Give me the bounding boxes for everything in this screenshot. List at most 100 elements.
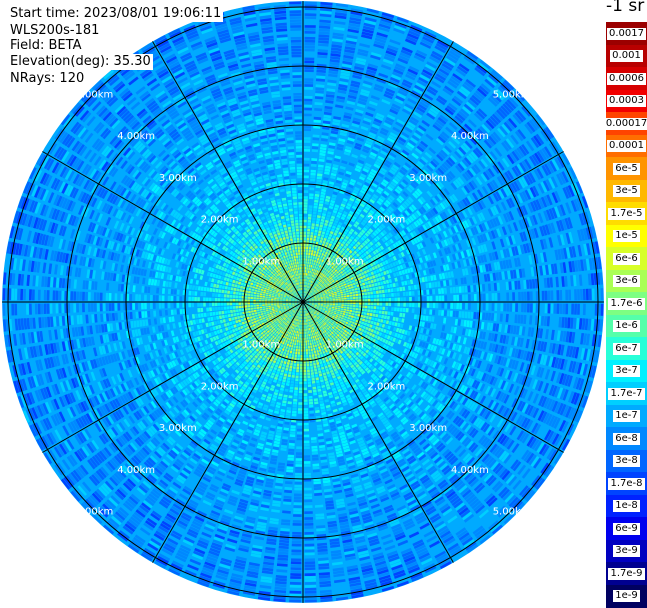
gate-cell <box>383 303 386 306</box>
gate-cell <box>447 310 450 316</box>
gate-cell <box>344 298 347 300</box>
gate-cell <box>583 304 586 315</box>
gate-cell <box>562 304 565 315</box>
gate-cell <box>551 290 554 300</box>
gate-cell <box>304 161 310 164</box>
gate-cell <box>459 311 462 318</box>
gate-cell <box>391 298 394 302</box>
gate-cell <box>397 292 400 296</box>
gate-cell <box>462 311 465 318</box>
gate-cell <box>521 303 524 312</box>
gate-cell <box>388 289 391 293</box>
gate-cell <box>495 303 498 311</box>
gate-cell <box>364 312 367 315</box>
gate-cell <box>400 297 403 301</box>
gate-cell <box>311 232 314 235</box>
gate-cell <box>439 296 442 302</box>
gate-cell <box>509 303 512 312</box>
gate-cell <box>306 246 308 249</box>
gate-cell <box>601 288 604 300</box>
gate-cell <box>309 244 312 247</box>
gate-cell <box>312 223 315 226</box>
gate-cell <box>442 303 445 309</box>
gate-cell <box>376 310 379 313</box>
gate-cell <box>492 293 495 301</box>
gate-cell <box>580 304 583 315</box>
gate-cell <box>305 25 316 28</box>
gate-cell <box>406 297 409 301</box>
gate-cell <box>305 43 316 46</box>
gate-cell <box>527 303 530 312</box>
gate-cell <box>305 261 307 264</box>
gate-cell <box>304 78 313 81</box>
gate-cell <box>304 140 311 143</box>
gate-cell <box>559 304 562 315</box>
gate-cell <box>364 289 367 292</box>
gate-cell <box>453 287 456 293</box>
gate-cell <box>356 299 359 301</box>
gate-cell <box>515 292 518 301</box>
gate-cell <box>347 305 350 307</box>
gate-cell <box>486 303 489 311</box>
gate-cell <box>368 306 371 309</box>
gate-cell <box>370 310 373 313</box>
gate-cell <box>359 305 362 308</box>
gate-cell <box>530 291 533 300</box>
gate-cell <box>350 300 353 302</box>
gate-cell <box>394 298 397 302</box>
gate-cell <box>418 309 421 314</box>
gate-cell <box>303 226 306 229</box>
gate-cell <box>441 310 444 316</box>
gate-cell <box>427 303 430 308</box>
gate-cell <box>495 293 498 301</box>
gate-cell <box>432 310 435 315</box>
gate-cell <box>364 309 367 312</box>
gate-cell <box>424 296 427 301</box>
gate-cell <box>427 296 430 301</box>
gate-cell <box>353 302 356 304</box>
gate-cell <box>423 290 426 295</box>
gate-cell <box>426 309 429 314</box>
gate-cell <box>554 304 557 314</box>
gate-cell <box>403 292 406 296</box>
gate-cell <box>574 289 577 300</box>
gate-cell <box>400 308 403 312</box>
gate-cell <box>304 164 310 167</box>
gate-cell <box>304 187 309 190</box>
gate-cell <box>304 175 309 178</box>
gate-cell <box>444 288 447 294</box>
gate-cell <box>456 295 459 301</box>
gate-cell <box>303 235 306 238</box>
gate-cell <box>304 217 307 220</box>
gate-cell <box>571 304 574 315</box>
gate-cell <box>548 304 551 314</box>
gate-cell <box>383 298 386 301</box>
gate-cell <box>313 209 317 212</box>
gate-cell <box>305 55 315 58</box>
gate-cell <box>309 190 314 193</box>
gate-cell <box>304 137 311 140</box>
gate-cell <box>456 311 459 318</box>
gate-cell <box>350 302 353 304</box>
gate-cell <box>312 217 316 220</box>
gate-cell <box>391 288 394 292</box>
gate-cell <box>308 217 312 220</box>
gate-cell <box>370 291 373 294</box>
gate-cell <box>365 306 368 309</box>
gate-cell <box>545 304 548 314</box>
gate-cell <box>503 303 506 311</box>
gate-cell <box>365 296 368 299</box>
gate-cell <box>314 235 317 238</box>
gate-cell <box>359 296 362 299</box>
gate-cell <box>474 294 477 301</box>
gate-cell <box>423 309 426 314</box>
gate-cell <box>344 304 347 306</box>
gate-cell <box>359 299 362 301</box>
gate-cell <box>473 312 476 319</box>
gate-cell <box>304 205 308 208</box>
gate-cell <box>307 229 310 232</box>
gate-cell <box>601 304 604 316</box>
gate-cell <box>533 291 536 300</box>
gate-cell <box>471 294 474 301</box>
gate-cell <box>304 105 312 108</box>
